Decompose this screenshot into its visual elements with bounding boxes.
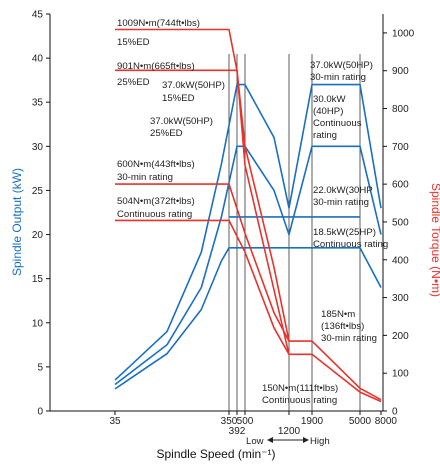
x-axis-label: Spindle Speed (min⁻¹) (156, 447, 275, 461)
y-left-tick-label: 10 (32, 318, 44, 329)
annotation: 504N•m(372ft•lbs) (117, 196, 195, 207)
torque-series-line-4 (115, 219, 290, 355)
annotation: 37.0kW(50HP) (150, 116, 213, 127)
annotation: Continuous (313, 118, 362, 129)
y-left-tick-label: 15 (32, 274, 44, 285)
torque-series-line-3 (115, 183, 290, 342)
annotation: 37.0kW(50HP) (310, 60, 373, 71)
annotation: Continuous rating (117, 209, 192, 220)
x-tick-label: 35 (109, 416, 121, 427)
range-low-label: Low (246, 436, 264, 447)
torque-series-line-1 (115, 28, 382, 401)
y-right-tick-label: 0 (392, 407, 398, 418)
annotation: Continuous rating (262, 395, 337, 406)
y-right-tick-label: 700 (392, 142, 409, 153)
y-left-tick-label: 45 (32, 10, 44, 21)
torque-curves (115, 28, 382, 403)
annotation: 30-min rating (313, 197, 369, 208)
x-tick-label: 5000 (349, 416, 372, 427)
x-tick-label: 392 (229, 426, 246, 437)
x-tick-label: 500 (237, 416, 254, 427)
annotation: 30-min rating (117, 172, 173, 183)
annotation: 185N•m (321, 309, 355, 320)
y-right-tick-label: 200 (392, 331, 409, 342)
annotation: 37.0kW(50HP) (162, 80, 225, 91)
annotation: 600N•m(443ft•lbs) (117, 159, 195, 170)
y-right-tick-label: 100 (392, 369, 409, 380)
range-high-label: High (310, 436, 330, 447)
x-tick-label: 8000 (375, 416, 398, 427)
annotation: 30.0kW (313, 94, 346, 105)
output-series-line-3 (114, 247, 382, 390)
y-left-tick-label: 20 (32, 230, 44, 241)
y-right-tick-label: 600 (392, 180, 409, 191)
range-arrow-left (267, 437, 273, 443)
y-left-tick-label: 0 (37, 407, 43, 418)
annotation: 901N•m(665ft•lbs) (117, 61, 195, 72)
annotation: 25%ED (150, 128, 183, 139)
annotation: 25%ED (117, 77, 150, 88)
annotation: 1009N•m(744ft•lbs) (117, 18, 200, 29)
y-left-tick-label: 5 (37, 362, 43, 373)
chart-frame (49, 14, 384, 412)
x-tick-label: 350 (221, 416, 238, 427)
y-axis-label-left: Spindle Output (kW) (10, 168, 24, 276)
y-right-tick-label: 400 (392, 255, 409, 266)
output-series-line-1 (114, 83, 382, 381)
annotation: 30-min rating (321, 333, 377, 344)
y-left-tick-label: 25 (32, 186, 44, 197)
speed-range: Low High (246, 436, 330, 447)
annotation: rating (313, 130, 337, 141)
y-left-tick-label: 40 (32, 54, 44, 65)
annotation: (40HP) (313, 106, 343, 117)
y-right-tick-label: 900 (392, 66, 409, 77)
annotation: 22.0kW(30HP (313, 185, 373, 196)
y-right-tick-label: 1000 (392, 28, 415, 39)
annotation: 15%ED (117, 37, 150, 48)
x-tick-label: 1200 (278, 426, 301, 437)
axis-titles: Spindle Speed (min⁻¹) Spindle Output (kW… (10, 168, 440, 461)
annotation: Continuous rating (313, 239, 388, 250)
y-right-tick-label: 300 (392, 293, 409, 304)
annotation: 18.5kW(25HP) (313, 227, 376, 238)
torque-series-line-2 (115, 69, 382, 403)
annotation: (136ft•lbs) (321, 321, 364, 332)
y-right-tick-label: 500 (392, 217, 409, 228)
y-left-tick-label: 35 (32, 98, 44, 109)
range-arrow-right (303, 437, 309, 443)
annotation: 15%ED (162, 93, 195, 104)
y-left-tick-label: 30 (32, 142, 44, 153)
y-axis-label-right: Spindle Torque (N•m) (429, 183, 440, 297)
annotation: 30-min rating (310, 72, 366, 83)
tick-labels: 0 5 10 15 20 25 30 35 40 45 0 100 200 300 400 500 600 700… (32, 10, 415, 438)
annotation: 150N•m(111ft•lbs) (262, 383, 338, 394)
x-tick-label: 1900 (301, 416, 324, 427)
y-right-tick-label: 800 (392, 104, 409, 115)
annotations: 1009N•m(744ft•lbs) 15%ED 901N•m(665ft•lb… (117, 18, 388, 406)
